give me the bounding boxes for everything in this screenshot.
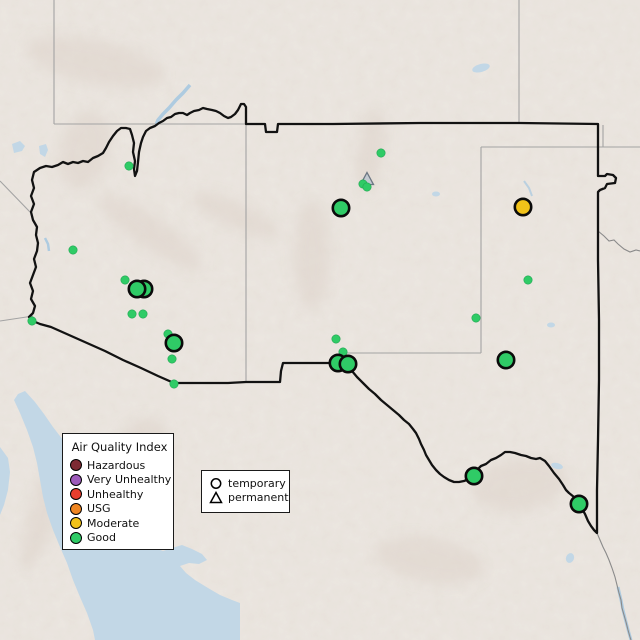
aqi-legend-row: Unhealthy — [70, 487, 173, 502]
monitor-marker-small — [167, 354, 177, 364]
aqi-legend-row: Good — [70, 531, 173, 546]
monitor-type-row: temporary — [209, 476, 286, 491]
lake-mead — [12, 141, 25, 153]
monitor-type-label: temporary — [228, 476, 286, 490]
monitor-marker-small — [331, 334, 341, 344]
monitor-marker-small — [471, 313, 481, 323]
aqi-legend-row: USG — [70, 502, 173, 517]
rio-grande-below-region — [596, 532, 632, 640]
monitor-marker-small — [169, 379, 179, 389]
monitor-marker-small — [27, 316, 37, 326]
aqi-legend-label: USG — [87, 502, 111, 516]
monitor-marker-large — [127, 279, 147, 299]
aqi-legend-row: Moderate — [70, 516, 173, 531]
havasu-segment — [43, 237, 51, 252]
monitor-marker-large — [331, 198, 351, 218]
monitor-type-row: permanent — [209, 491, 289, 506]
small-lake-2 — [547, 322, 555, 328]
state-boundary-line — [0, 180, 31, 213]
aqi-legend-label: Hazardous — [87, 458, 146, 472]
monitor-marker-large — [464, 466, 484, 486]
aqi-legend-label: Very Unhealthy — [87, 473, 172, 487]
monitor-marker-large — [496, 350, 516, 370]
aqi-color-swatch — [70, 502, 82, 515]
aqi-legend-label: Good — [87, 531, 116, 545]
monitor-type-legend-items: temporary permanent — [209, 476, 289, 506]
monitor-marker-large — [569, 494, 589, 514]
aqi-legend-row: Hazardous — [70, 458, 173, 473]
pacific-inlet — [0, 447, 10, 515]
lake-conchas — [472, 63, 490, 73]
monitor-marker-large — [513, 197, 533, 217]
monitor-marker-large — [338, 354, 358, 374]
monitor-marker-small — [124, 161, 134, 171]
state-boundaries — [0, 0, 640, 381]
aqi-color-swatch — [70, 459, 82, 472]
monitor-marker-small — [376, 148, 386, 158]
state-boundary-line — [0, 315, 34, 322]
small-lake-1 — [432, 191, 440, 197]
monitor-markers-layer — [27, 148, 589, 514]
aqi-legend-row: Very Unhealthy — [70, 473, 173, 488]
monitor-marker-small — [523, 275, 533, 285]
aqi-legend: Air Quality Index Hazardous Very Unhealth… — [62, 433, 174, 550]
monitor-marker-small — [68, 245, 78, 255]
monitor-marker-small — [138, 309, 148, 319]
canadian-river — [597, 230, 640, 253]
monitor-type-label: permanent — [228, 491, 289, 505]
lake-mead-arm — [39, 144, 48, 157]
aqi-legend-label: Moderate — [87, 516, 140, 530]
minor-rivers — [596, 230, 640, 640]
monitor-marker-large — [164, 333, 184, 353]
aqi-color-swatch — [70, 488, 82, 501]
region-border — [27, 102, 618, 535]
permanent-triangle-icon — [209, 491, 223, 504]
monitor-marker-small — [120, 275, 130, 285]
colorado-river-upper — [154, 83, 192, 126]
monitor-type-legend: temporary permanent — [201, 470, 290, 513]
temporary-circle-icon — [209, 477, 223, 490]
aqi-legend-label: Unhealthy — [87, 487, 144, 501]
aqi-color-swatch — [70, 517, 82, 530]
aqi-color-swatch — [70, 473, 82, 486]
pecos-wisp — [523, 180, 533, 197]
monitor-marker-small — [127, 309, 137, 319]
small-lake-3 — [565, 553, 575, 563]
small-lake-4 — [551, 462, 563, 470]
aqi-legend-items: Hazardous Very Unhealthy Unhealthy USG Moder… — [70, 458, 173, 545]
monitor-marker-small — [362, 182, 372, 192]
aqi-legend-title: Air Quality Index — [71, 440, 168, 454]
aqi-color-swatch — [70, 531, 82, 544]
